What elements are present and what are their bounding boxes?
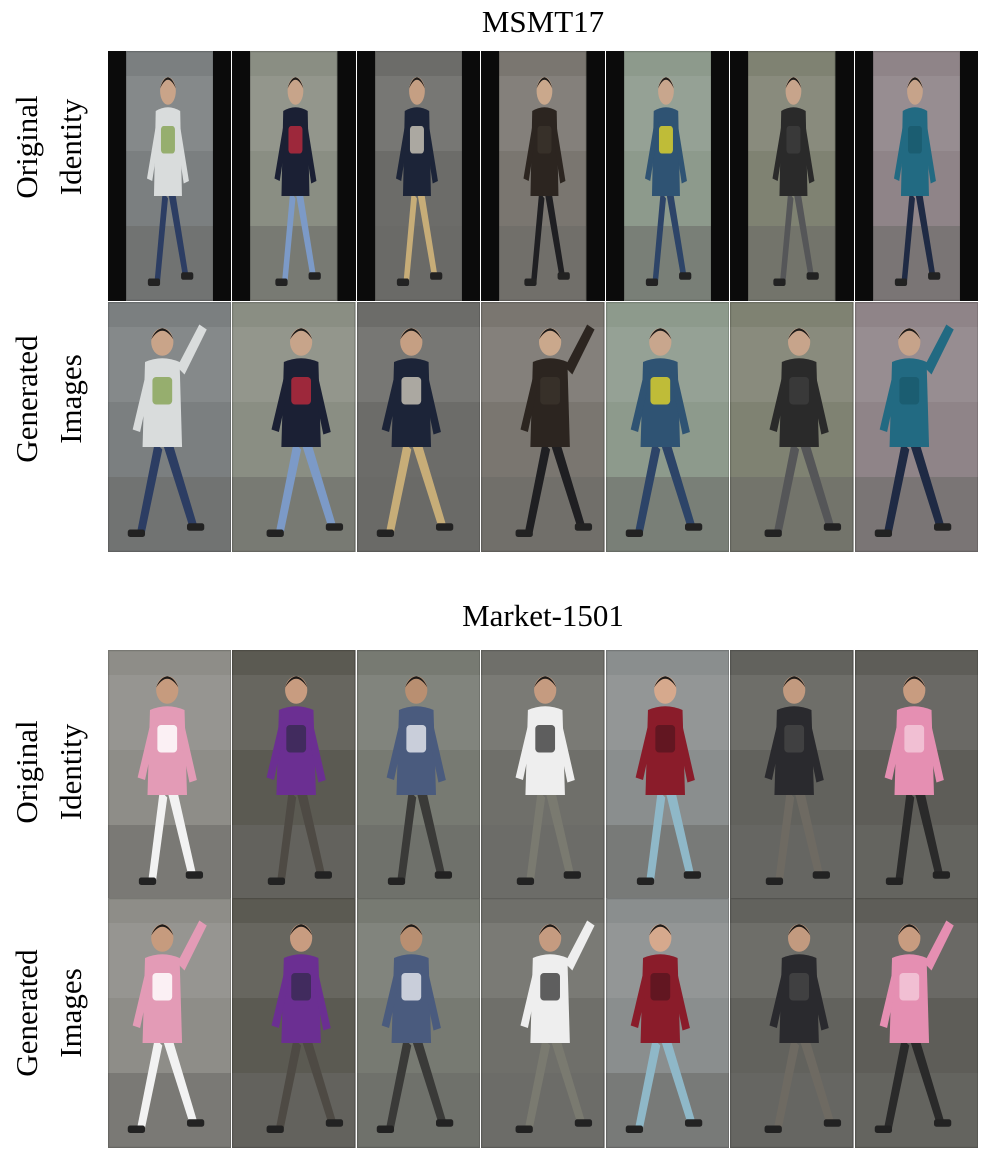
generated-image — [854, 302, 978, 552]
original-identity-image — [481, 51, 605, 301]
original-identity-image — [605, 650, 730, 900]
pedestrian-photo — [232, 302, 356, 552]
pedestrian-photo — [356, 302, 481, 552]
pedestrian-photo — [854, 898, 978, 1148]
pedestrian-photo — [748, 51, 836, 301]
photo-frame — [748, 51, 836, 301]
row-label-generated-images: Generated Images — [1, 888, 97, 1138]
image-strip-original — [108, 650, 978, 900]
image-strip-original — [108, 51, 978, 301]
photo-frame — [250, 51, 338, 301]
generated-image — [108, 898, 232, 1148]
pedestrian-photo — [499, 51, 587, 301]
pedestrian-photo — [730, 650, 854, 900]
pedestrian-photo — [108, 302, 232, 552]
pedestrian-photo — [854, 302, 978, 552]
generated-image — [232, 898, 356, 1148]
image-strip-generated — [108, 898, 978, 1148]
generated-image — [730, 898, 854, 1148]
pedestrian-photo — [108, 898, 232, 1148]
generated-image — [730, 302, 854, 552]
row-label-line: Identity — [53, 723, 88, 821]
row-label-line: Original — [9, 720, 44, 824]
generated-image — [854, 898, 978, 1148]
generated-image — [232, 302, 356, 552]
generated-image — [481, 302, 605, 552]
section-title-market1501: Market-1501 — [462, 598, 624, 633]
photo-frame — [623, 51, 712, 301]
row-label-line: Generated — [9, 949, 44, 1077]
generated-image — [356, 302, 481, 552]
original-identity-image — [232, 51, 356, 301]
row-label-original-identity: Original Identity — [1, 647, 97, 897]
original-identity-image — [854, 51, 978, 301]
row-label-original-identity: Original Identity — [1, 22, 97, 272]
photo-frame — [872, 51, 960, 301]
row-label-line: Generated — [9, 335, 44, 463]
pedestrian-photo — [872, 51, 960, 301]
original-identity-image — [108, 650, 232, 900]
pedestrian-photo — [481, 898, 605, 1148]
row-label-line: Images — [53, 968, 88, 1058]
photo-frame — [374, 51, 463, 301]
generated-image — [481, 898, 605, 1148]
pedestrian-photo — [605, 650, 730, 900]
row-label-line: Images — [53, 354, 88, 444]
row-label-line: Identity — [53, 98, 88, 196]
generated-image — [605, 302, 730, 552]
generated-image — [605, 898, 730, 1148]
original-identity-image — [481, 650, 605, 900]
pedestrian-photo — [481, 650, 605, 900]
pedestrian-photo — [108, 650, 232, 900]
pedestrian-photo — [605, 302, 730, 552]
pedestrian-photo — [623, 51, 712, 301]
row-label-line: Original — [9, 95, 44, 199]
pedestrian-photo — [232, 898, 356, 1148]
generated-image — [108, 302, 232, 552]
image-strip-generated — [108, 302, 978, 552]
photo-frame — [126, 51, 214, 301]
pedestrian-photo — [730, 302, 854, 552]
original-identity-image — [730, 650, 854, 900]
row-label-generated-images: Generated Images — [1, 274, 97, 524]
section-title-msmt17: MSMT17 — [481, 4, 605, 39]
pedestrian-photo — [250, 51, 338, 301]
pedestrian-photo — [356, 650, 481, 900]
pedestrian-photo — [481, 302, 605, 552]
original-identity-image — [854, 650, 978, 900]
pedestrian-photo — [605, 898, 730, 1148]
pedestrian-photo — [356, 898, 481, 1148]
pedestrian-photo — [854, 650, 978, 900]
original-identity-image — [356, 51, 481, 301]
pedestrian-photo — [374, 51, 463, 301]
original-identity-image — [356, 650, 481, 900]
pedestrian-photo — [126, 51, 214, 301]
original-identity-image — [108, 51, 232, 301]
original-identity-image — [605, 51, 730, 301]
original-identity-image — [232, 650, 356, 900]
original-identity-image — [730, 51, 854, 301]
photo-frame — [499, 51, 587, 301]
pedestrian-photo — [232, 650, 356, 900]
generated-image — [356, 898, 481, 1148]
pedestrian-photo — [730, 898, 854, 1148]
